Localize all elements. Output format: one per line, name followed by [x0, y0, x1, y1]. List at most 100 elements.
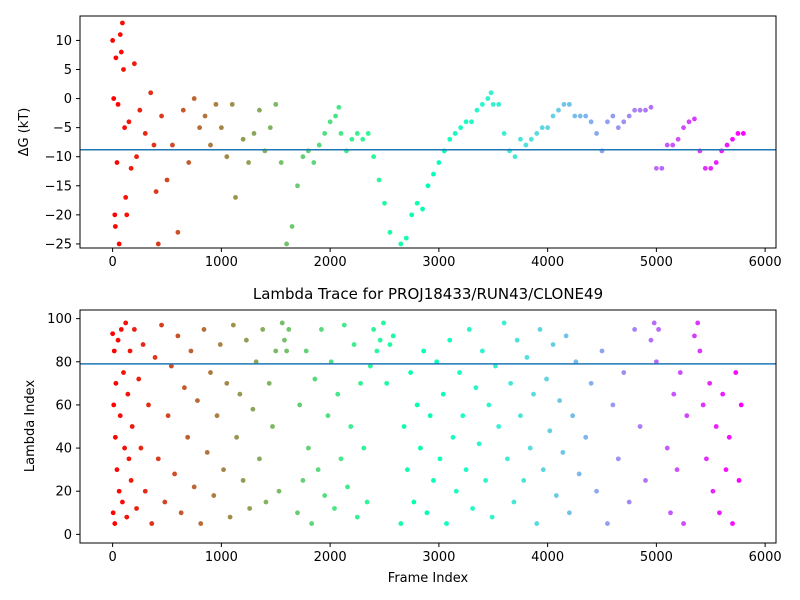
delta-g-point — [550, 113, 556, 119]
lambda-point — [479, 348, 485, 354]
lambda-point — [377, 337, 383, 343]
delta-g-point — [365, 131, 371, 136]
lambda-point — [424, 510, 430, 516]
delta-g-point — [131, 61, 137, 67]
delta-g-point — [111, 96, 117, 101]
delta-g-point — [523, 142, 529, 148]
lambda-point — [374, 348, 380, 354]
lambda-point — [358, 380, 363, 386]
delta-g-point — [278, 160, 284, 165]
delta-g-point — [218, 125, 224, 131]
delta-g-point — [246, 160, 251, 165]
lambda-point — [637, 424, 643, 429]
delta-g-point — [387, 229, 393, 235]
lambda-point — [444, 521, 449, 526]
lambda-point — [414, 402, 420, 408]
lambda-point — [146, 402, 151, 408]
lambda-point — [553, 493, 559, 498]
lambda-point — [322, 493, 328, 498]
lambda-point — [421, 348, 427, 354]
lambda-point — [453, 488, 459, 494]
lambda-point — [531, 391, 536, 397]
delta-g-point — [583, 113, 589, 119]
lambda-point — [566, 510, 572, 516]
delta-g-point — [295, 183, 300, 189]
delta-g-point — [702, 165, 708, 171]
lambda-point — [573, 359, 579, 365]
delta-g-point — [289, 224, 295, 229]
lambda-point — [364, 499, 370, 505]
delta-g-point — [122, 125, 127, 131]
lambda-x-tick-label: 4000 — [531, 550, 564, 565]
lambda-point — [140, 342, 146, 347]
lambda-point — [621, 370, 627, 375]
delta-g-point — [338, 131, 344, 136]
delta-g-point — [257, 107, 262, 113]
lambda-point — [544, 376, 549, 382]
delta-g-point — [420, 206, 425, 212]
delta-g-point — [414, 200, 420, 206]
delta-g-point — [458, 125, 464, 131]
lambda-point — [168, 363, 174, 369]
delta-g-point — [621, 119, 627, 125]
lambda-point — [681, 521, 686, 526]
lambda-y-tick-label: 100 — [47, 312, 72, 327]
lambda-point — [115, 337, 121, 343]
lambda-point — [351, 342, 357, 347]
lambda-point — [496, 424, 502, 429]
delta-g-point — [708, 165, 714, 171]
lambda-point — [450, 434, 456, 440]
lambda-point — [325, 413, 331, 419]
lambda-point — [237, 391, 243, 397]
lambda-point — [185, 434, 191, 440]
lambda-point — [466, 327, 472, 332]
lambda-point — [120, 499, 125, 505]
lambda-point — [224, 380, 230, 386]
delta-g-y-tick-label: −20 — [45, 208, 72, 223]
lambda-point — [328, 359, 334, 365]
lambda-trace-title: Lambda Trace for PROJ18433/RUN43/CLONE49 — [253, 285, 603, 303]
lambda-point — [594, 488, 599, 494]
lambda-point — [408, 370, 413, 375]
lambda-point — [188, 348, 194, 354]
lambda-point — [129, 424, 135, 429]
delta-g-point — [730, 136, 735, 142]
lambda-point — [286, 327, 292, 332]
lambda-point — [295, 510, 300, 516]
lambda-point — [110, 331, 116, 337]
lambda-point — [508, 380, 514, 386]
lambda-point — [651, 320, 657, 326]
delta-g-point — [153, 189, 159, 195]
delta-g-point — [534, 131, 540, 136]
delta-g-point — [142, 131, 148, 136]
lambda-trace-x-axis-label: Frame Index — [388, 571, 469, 586]
delta-g-point — [159, 113, 164, 119]
lambda-point — [713, 424, 719, 429]
lambda-point — [473, 385, 479, 391]
lambda-point — [155, 456, 161, 462]
delta-g-point — [724, 142, 730, 148]
lambda-point — [486, 402, 492, 408]
lambda-point — [149, 521, 155, 526]
lambda-point — [684, 413, 690, 419]
lambda-point — [234, 434, 240, 440]
lambda-x-tick-label: 3000 — [422, 550, 455, 565]
delta-g-point — [610, 113, 616, 119]
lambda-point — [240, 478, 246, 483]
lambda-point — [305, 445, 311, 451]
lambda-point — [476, 441, 482, 447]
lambda-point — [387, 342, 393, 347]
delta-g-point — [322, 131, 328, 136]
lambda-point — [354, 514, 360, 520]
lambda-point — [384, 380, 390, 386]
lambda-point — [121, 370, 126, 375]
delta-g-x-tick-label: 1000 — [205, 255, 238, 270]
lambda-point — [570, 413, 576, 419]
delta-g-point — [112, 212, 118, 218]
lambda-point — [243, 337, 249, 343]
lambda-point — [540, 467, 546, 473]
lambda-trace-points — [110, 320, 744, 526]
delta-g-point — [447, 136, 453, 142]
delta-g-point — [496, 101, 502, 107]
